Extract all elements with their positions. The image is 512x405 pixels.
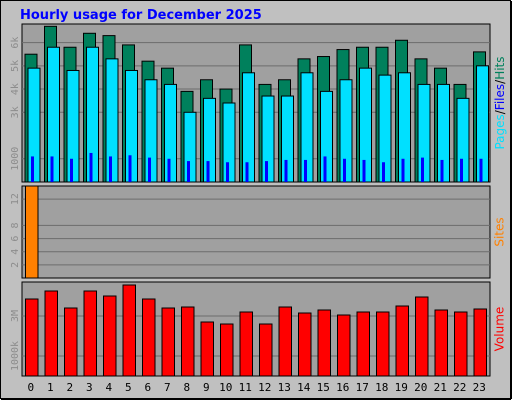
volume-bar <box>44 290 58 377</box>
pages-bar <box>50 156 54 182</box>
x-tick-label: 21 <box>434 381 447 394</box>
sites-y-tick-label: 4 <box>10 249 21 255</box>
usage-y-tick-label: 1000 <box>10 147 21 171</box>
usage-y-tick-label: 3k <box>10 106 21 118</box>
volume-bar <box>239 311 253 377</box>
x-tick-label: 18 <box>375 381 388 394</box>
volume-bar <box>415 296 429 377</box>
sites-bar <box>25 185 39 279</box>
x-tick-label: 14 <box>297 381 311 394</box>
x-tick-label: 20 <box>414 381 427 394</box>
volume-bar <box>298 312 312 377</box>
volume-bar <box>122 284 136 377</box>
x-tick-label: 4 <box>105 381 112 394</box>
pages-bar <box>343 158 346 182</box>
pages-bar <box>148 157 151 182</box>
pages-bar <box>401 158 405 182</box>
usage-y-tick-label: 5k <box>10 60 21 72</box>
volume-bar <box>103 295 117 377</box>
x-tick-label: 17 <box>356 381 369 394</box>
volume-bar <box>278 306 292 377</box>
volume-side-label: Volume <box>493 307 507 352</box>
pages-bar <box>323 156 327 182</box>
usage-side-label: Pages/Files/Hits <box>493 56 507 149</box>
x-tick-label: 12 <box>258 381 271 394</box>
x-tick-label: 1 <box>47 381 54 394</box>
pages-bar <box>245 162 249 182</box>
x-tick-label: 6 <box>144 381 151 394</box>
x-tick-label: 10 <box>219 381 232 394</box>
volume-bar <box>317 309 331 377</box>
x-tick-label: 16 <box>336 381 349 394</box>
usage-y-tick-label: 4k <box>10 83 21 95</box>
pages-bar <box>362 159 366 182</box>
sites-y-tick-label: 12 <box>10 193 21 205</box>
volume-plot-area <box>21 281 491 377</box>
volume-bar <box>25 298 39 377</box>
pages-bar <box>206 161 210 182</box>
volume-bar <box>259 323 273 377</box>
pages-bar <box>70 158 73 182</box>
x-tick-label: 3 <box>86 381 93 394</box>
usage-side-label-part: Files <box>493 84 507 110</box>
volume-bar <box>454 311 468 377</box>
volume-bar <box>473 308 487 377</box>
x-tick-label: 9 <box>203 381 210 394</box>
x-tick-label: 7 <box>164 381 171 394</box>
usage-side-label-part: Pages <box>493 114 507 149</box>
pages-bar <box>382 162 385 182</box>
volume-bar <box>83 290 97 377</box>
x-tick-label: 11 <box>239 381 252 394</box>
usage-side-label-part: Hits <box>493 56 507 79</box>
volume-bar <box>376 311 390 377</box>
x-tick-label: 2 <box>66 381 73 394</box>
pages-bar <box>440 159 444 182</box>
x-tick-label: 8 <box>183 381 190 394</box>
x-tick-label: 19 <box>395 381 408 394</box>
pages-bar <box>284 159 288 182</box>
usage-y-tick-label: 6k <box>10 37 21 49</box>
volume-bar <box>64 307 78 377</box>
pages-bar <box>479 158 483 182</box>
pages-bar <box>89 152 93 182</box>
x-tick-label: 5 <box>125 381 132 394</box>
pages-bar <box>187 161 190 182</box>
volume-y-tick-label: 1000k <box>10 341 21 371</box>
pages-bar <box>421 157 424 182</box>
volume-bar <box>434 309 448 377</box>
x-tick-label: 23 <box>473 381 486 394</box>
pages-bar <box>128 155 132 182</box>
pages-bar <box>460 158 463 182</box>
sites-side-label: Sites <box>493 217 507 246</box>
sites-y-tick-label: 8 <box>10 222 21 228</box>
volume-bar <box>181 306 195 377</box>
chart-title: Hourly usage for December 2025 <box>20 8 262 23</box>
pages-bar <box>31 156 34 182</box>
x-tick-label: 22 <box>453 381 466 394</box>
sites-y-tick-label: 6 <box>10 236 21 242</box>
pages-bar <box>304 159 307 182</box>
x-tick-label: 13 <box>278 381 291 394</box>
usage-plot-area <box>21 23 491 183</box>
volume-bar <box>356 311 370 377</box>
volume-bar <box>161 307 175 377</box>
volume-bar <box>395 305 409 377</box>
volume-bar <box>200 321 214 377</box>
pages-bar <box>167 158 171 182</box>
sites-y-tick-label: 2 <box>10 262 21 268</box>
pages-bar <box>226 162 229 182</box>
x-tick-label: 15 <box>317 381 330 394</box>
usage-side-label-part: / <box>493 79 507 84</box>
pages-bar <box>109 156 112 182</box>
usage-side-label-part: / <box>493 109 507 114</box>
x-tick-label: 0 <box>27 381 34 394</box>
volume-y-tick-label: 3M <box>10 310 21 322</box>
volume-bar <box>220 323 234 377</box>
volume-bar <box>337 314 351 377</box>
pages-bar <box>265 161 268 182</box>
sites-plot-area <box>21 185 491 279</box>
volume-bar <box>142 298 156 377</box>
